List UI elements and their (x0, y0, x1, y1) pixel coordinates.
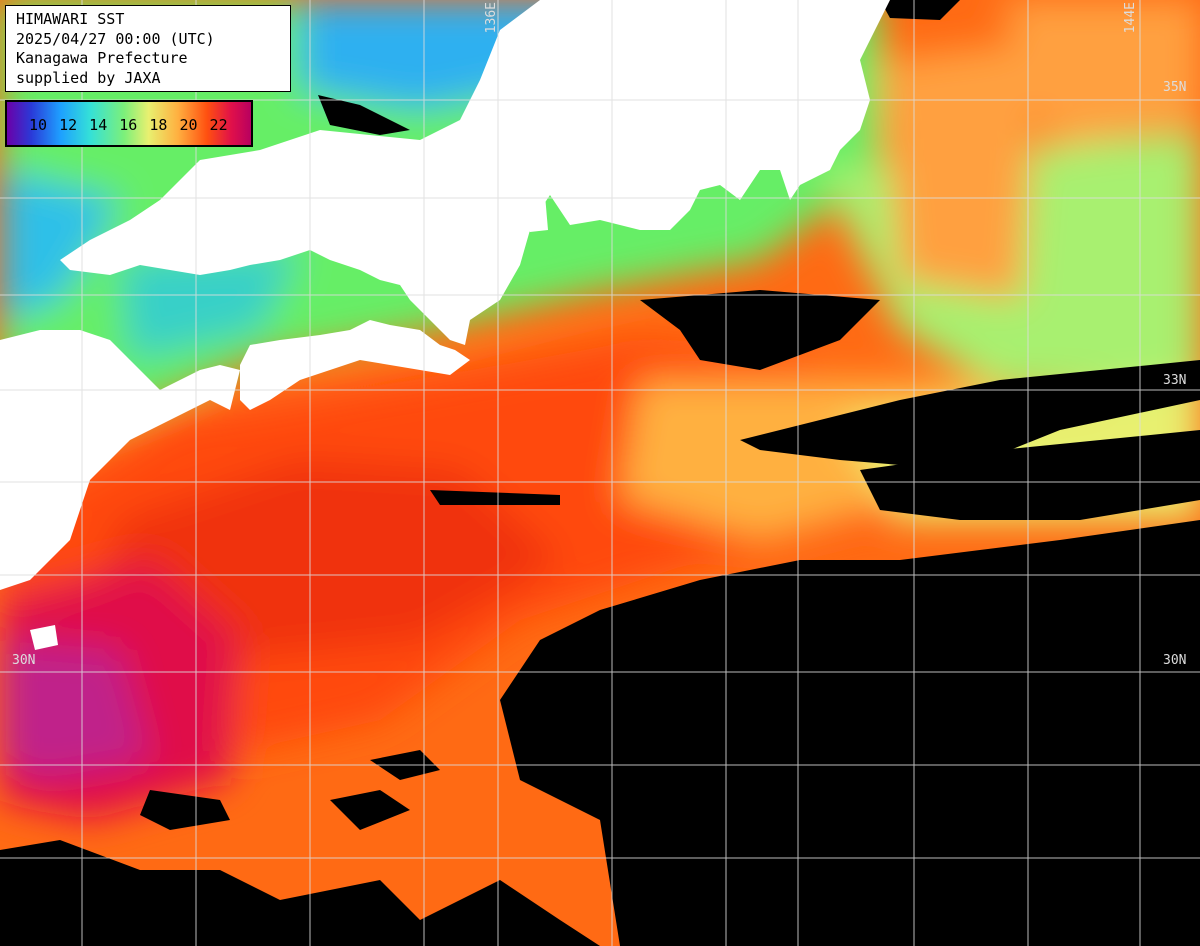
observation-datetime: 2025/04/27 00:00 (UTC) (16, 29, 215, 48)
lat-label-33n: 33N (1163, 373, 1187, 388)
credit-label: supplied by JAXA (16, 68, 161, 87)
lon-label-136e: 136E (484, 2, 499, 34)
land (0, 0, 890, 650)
lat-label-30n-right: 30N (1163, 653, 1187, 668)
lat-label-30n-left: 30N (12, 653, 36, 668)
legend-tick-labels: 10 12 14 16 18 20 22 (29, 116, 228, 134)
region-label: Kanagawa Prefecture (16, 49, 188, 67)
lon-label-144e: 144E (1123, 2, 1138, 34)
product-title: HIMAWARI SST (16, 10, 125, 28)
lat-label-35n: 35N (1163, 80, 1187, 95)
color-scale-legend: 10 12 14 16 18 20 22 (5, 100, 253, 147)
info-box: HIMAWARI SST 2025/04/27 00:00 (UTC) Kana… (5, 5, 291, 92)
